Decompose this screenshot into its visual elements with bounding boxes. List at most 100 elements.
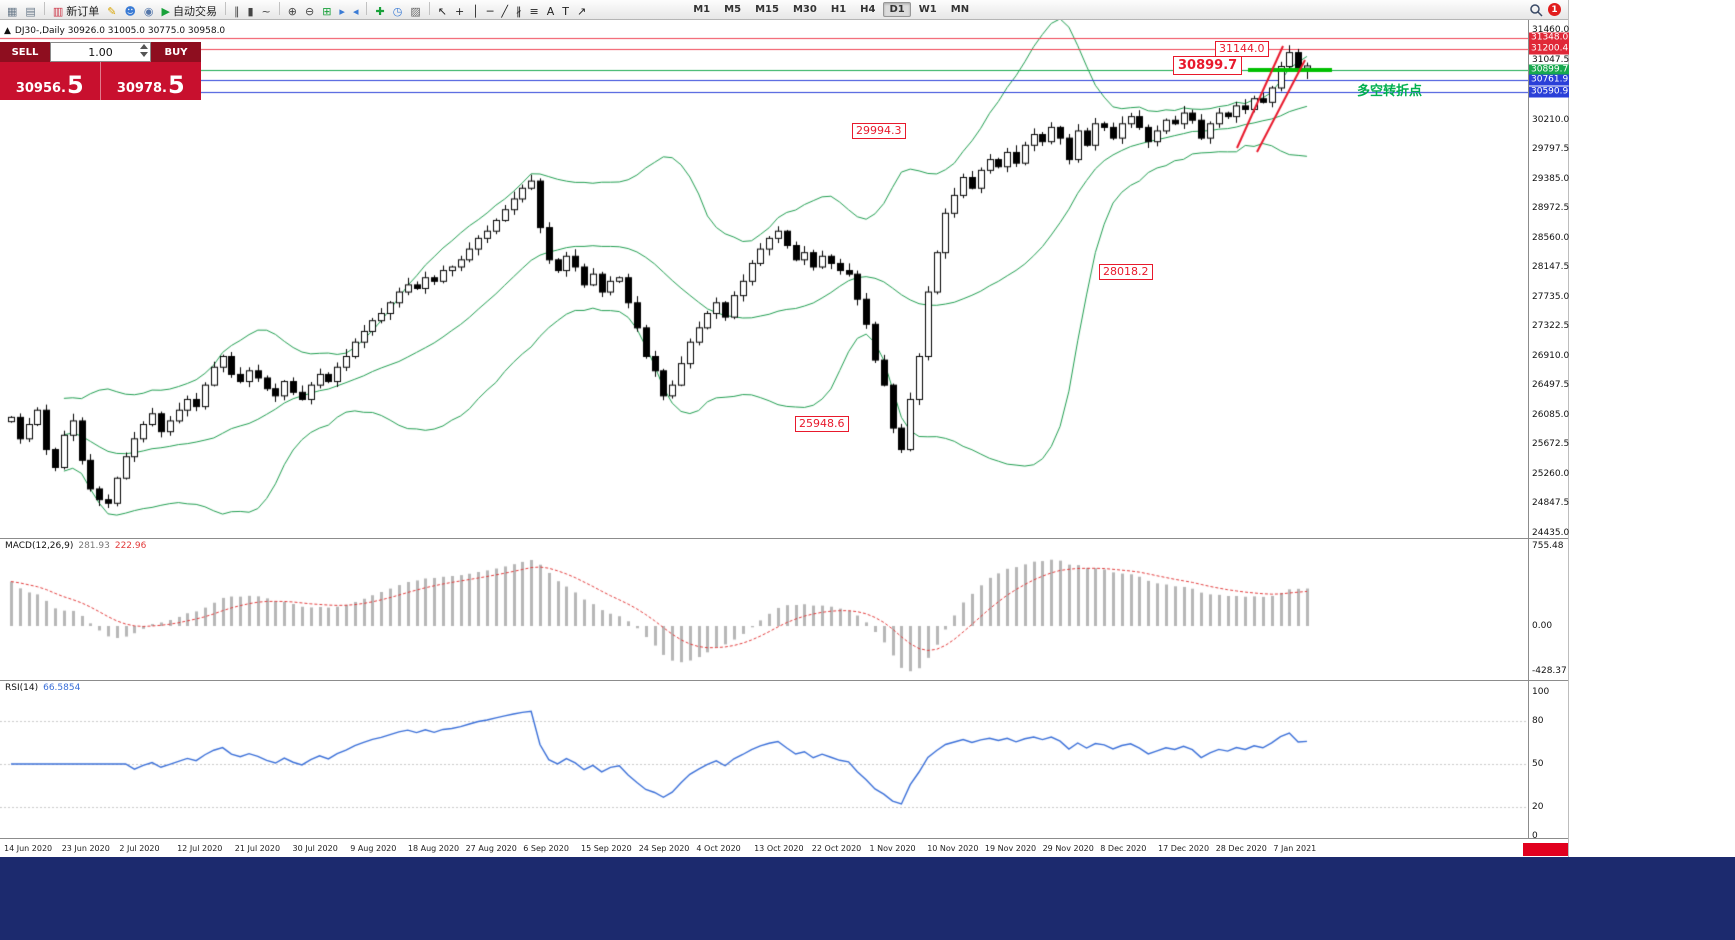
period-button[interactable]: ◷ <box>390 3 406 20</box>
auto-scroll-button[interactable]: ▸ <box>336 3 348 20</box>
timeframe-button-d1[interactable]: D1 <box>883 2 911 17</box>
chart-shift-icon: ◂ <box>352 4 359 18</box>
one-click-trading-panel: SELL 1.00 BUY 30956. 5 30978. 5 <box>0 42 201 100</box>
rsi-axis-label: 100 <box>1532 687 1550 697</box>
crosshair-button[interactable]: + <box>452 3 467 20</box>
buy-price-pip: 5 <box>167 70 185 99</box>
date-label: 1 Nov 2020 <box>869 844 916 853</box>
time-axis[interactable]: 14 Jun 2020 23 Jun 2020 2 Jul 2020 12 Jul 2… <box>0 838 1568 857</box>
timeframe-button-w1[interactable]: W1 <box>918 4 937 15</box>
macd-axis-label: 755.48 <box>1532 541 1564 551</box>
timeframe-button-m5[interactable]: M5 <box>724 4 742 15</box>
line-chart-type-button[interactable]: ~ <box>259 3 274 20</box>
timeframe-button-m30[interactable]: M30 <box>792 4 817 15</box>
price-annotation: 29994.3 <box>852 123 906 139</box>
price-tick-label: 30210.0 <box>1532 114 1570 125</box>
volume-value[interactable]: 1.00 <box>88 45 113 59</box>
price-chart-canvas[interactable] <box>0 20 1528 838</box>
price-line-badge[interactable]: 30899.7 <box>1529 64 1569 76</box>
timeframe-button-h4[interactable]: H4 <box>860 4 876 15</box>
price-line-badge[interactable]: 31200.4 <box>1529 43 1569 55</box>
arrows-button[interactable]: ↗ <box>574 3 589 20</box>
channel-button[interactable]: ∦ <box>513 3 525 20</box>
buy-price-display[interactable]: 30978. 5 <box>101 62 202 100</box>
line-chart-icon: ~ <box>261 4 271 18</box>
volume-stepper[interactable] <box>140 44 148 57</box>
date-label: 28 Dec 2020 <box>1215 844 1267 853</box>
auto-scroll-icon: ▸ <box>339 4 345 18</box>
candle-chart-type-button[interactable]: ▮ <box>244 3 256 20</box>
new-order-button-label: 新订单 <box>66 5 100 18</box>
horizontal-line-button[interactable]: ─ <box>484 3 497 20</box>
clock-icon: ◷ <box>392 4 403 18</box>
date-label: 9 Aug 2020 <box>350 844 397 853</box>
macd-value-signal: 222.96 <box>114 541 147 551</box>
date-label: 10 Nov 2020 <box>927 844 979 853</box>
timeframe-button-mn[interactable]: MN <box>950 4 970 15</box>
volume-field[interactable]: 1.00 <box>50 42 151 62</box>
bar-chart-type-button[interactable]: ∥ <box>231 3 243 20</box>
price-tick-label: 25260.0 <box>1532 468 1570 479</box>
macd-indicator-label: MACD(12,26,9) 281.93 222.96 <box>5 541 146 551</box>
macd-name: MACD(12,26,9) <box>5 541 74 551</box>
timeframe-button-m15[interactable]: M15 <box>755 4 779 15</box>
price-line-badge[interactable]: 30761.9 <box>1529 74 1569 86</box>
date-label: 17 Dec 2020 <box>1158 844 1210 853</box>
date-label: 19 Nov 2020 <box>984 844 1037 853</box>
autotrading-button-label: 自动交易 <box>172 5 217 18</box>
sell-price-pip: 5 <box>66 70 84 99</box>
indicators-icon: ✚ <box>375 4 385 18</box>
macd-axis-label: 0.00 <box>1532 621 1553 631</box>
cursor-button[interactable]: ↖ <box>435 3 450 20</box>
timeframe-toolbar: M1 M5 M15 M30 H1 H4 D1 W1 MN <box>686 2 976 17</box>
sell-button[interactable]: SELL <box>0 42 50 62</box>
new-chart-button[interactable]: ▦ <box>4 3 20 20</box>
desktop-background <box>0 857 1735 940</box>
fibonacci-button[interactable]: ≡ <box>527 3 542 20</box>
chart-ohlc-header: ▲ DJ30-,Daily 30926.0 31005.0 30775.0 30… <box>4 26 225 36</box>
volume-up-icon[interactable] <box>140 44 148 49</box>
cursor-icon: ↖ <box>437 4 447 18</box>
date-label: 8 Dec 2020 <box>1100 844 1147 853</box>
sell-price-display[interactable]: 30956. 5 <box>0 62 101 100</box>
workspace-empty-area <box>1568 0 1735 857</box>
price-line-badge[interactable]: 31348.0 <box>1529 32 1569 44</box>
timeframe-button-m1[interactable]: M1 <box>693 4 711 15</box>
timeframe-button-h1[interactable]: H1 <box>830 4 847 15</box>
price-axis[interactable]: 31460.0 31047.5 30210.0 29797.5 29385.0 28972… <box>1528 20 1570 841</box>
arrow-icon: ↗ <box>577 4 587 18</box>
templates-icon: ▨ <box>410 4 421 18</box>
buy-button[interactable]: BUY <box>151 42 201 62</box>
new-order-icon: ▥ <box>52 4 64 18</box>
community-button[interactable]: ☻ <box>121 3 138 20</box>
date-label: 23 Jun 2020 <box>61 844 110 853</box>
label-button[interactable]: T <box>559 3 572 20</box>
new-order-button[interactable]: ▥ 新订单 <box>50 3 102 20</box>
price-line-badge[interactable]: 30590.9 <box>1529 86 1569 98</box>
profiles-button[interactable]: ▤ <box>22 3 38 20</box>
text-button[interactable]: A <box>544 3 558 20</box>
alerts-button[interactable]: ◉ <box>141 3 157 20</box>
notification-badge[interactable]: 1 <box>1548 3 1561 16</box>
templates-button[interactable]: ▨ <box>407 3 423 20</box>
toolbar-button-group: ▦ ▤ ▥ 新订单 ✎ ☻ ◉ ▶ 自动交易 ∥ ▮ ~ ⊕ ⊖ ⊞ ▸ ◂ ✚ ◷ ▨ ↖ + │ ─ ╱ ∦ ≡ A T ↗ <box>3 0 590 20</box>
price-annotation: 30899.7 <box>1173 56 1243 75</box>
autotrading-icon: ▶ <box>161 4 170 18</box>
autotrading-button[interactable]: ▶ 自动交易 <box>159 3 220 20</box>
vline-icon: │ <box>472 4 479 18</box>
panel-separator-rsi[interactable] <box>0 680 1568 681</box>
trendline-button[interactable]: ╱ <box>498 3 511 20</box>
search-icon[interactable] <box>1529 3 1543 17</box>
metaeditor-button[interactable]: ✎ <box>104 3 119 20</box>
turning-point-label: 多空转折点 <box>1357 84 1423 99</box>
vertical-line-button[interactable]: │ <box>469 3 482 20</box>
panel-separator-macd[interactable] <box>0 538 1568 539</box>
chart-shift-button[interactable]: ◂ <box>350 3 362 20</box>
tile-windows-button[interactable]: ⊞ <box>319 3 334 20</box>
indicators-button[interactable]: ✚ <box>372 3 387 20</box>
volume-down-icon[interactable] <box>140 52 148 57</box>
zoom-in-button[interactable]: ⊕ <box>285 3 300 20</box>
crosshair-icon: + <box>454 4 465 18</box>
zoom-out-button[interactable]: ⊖ <box>302 3 317 20</box>
